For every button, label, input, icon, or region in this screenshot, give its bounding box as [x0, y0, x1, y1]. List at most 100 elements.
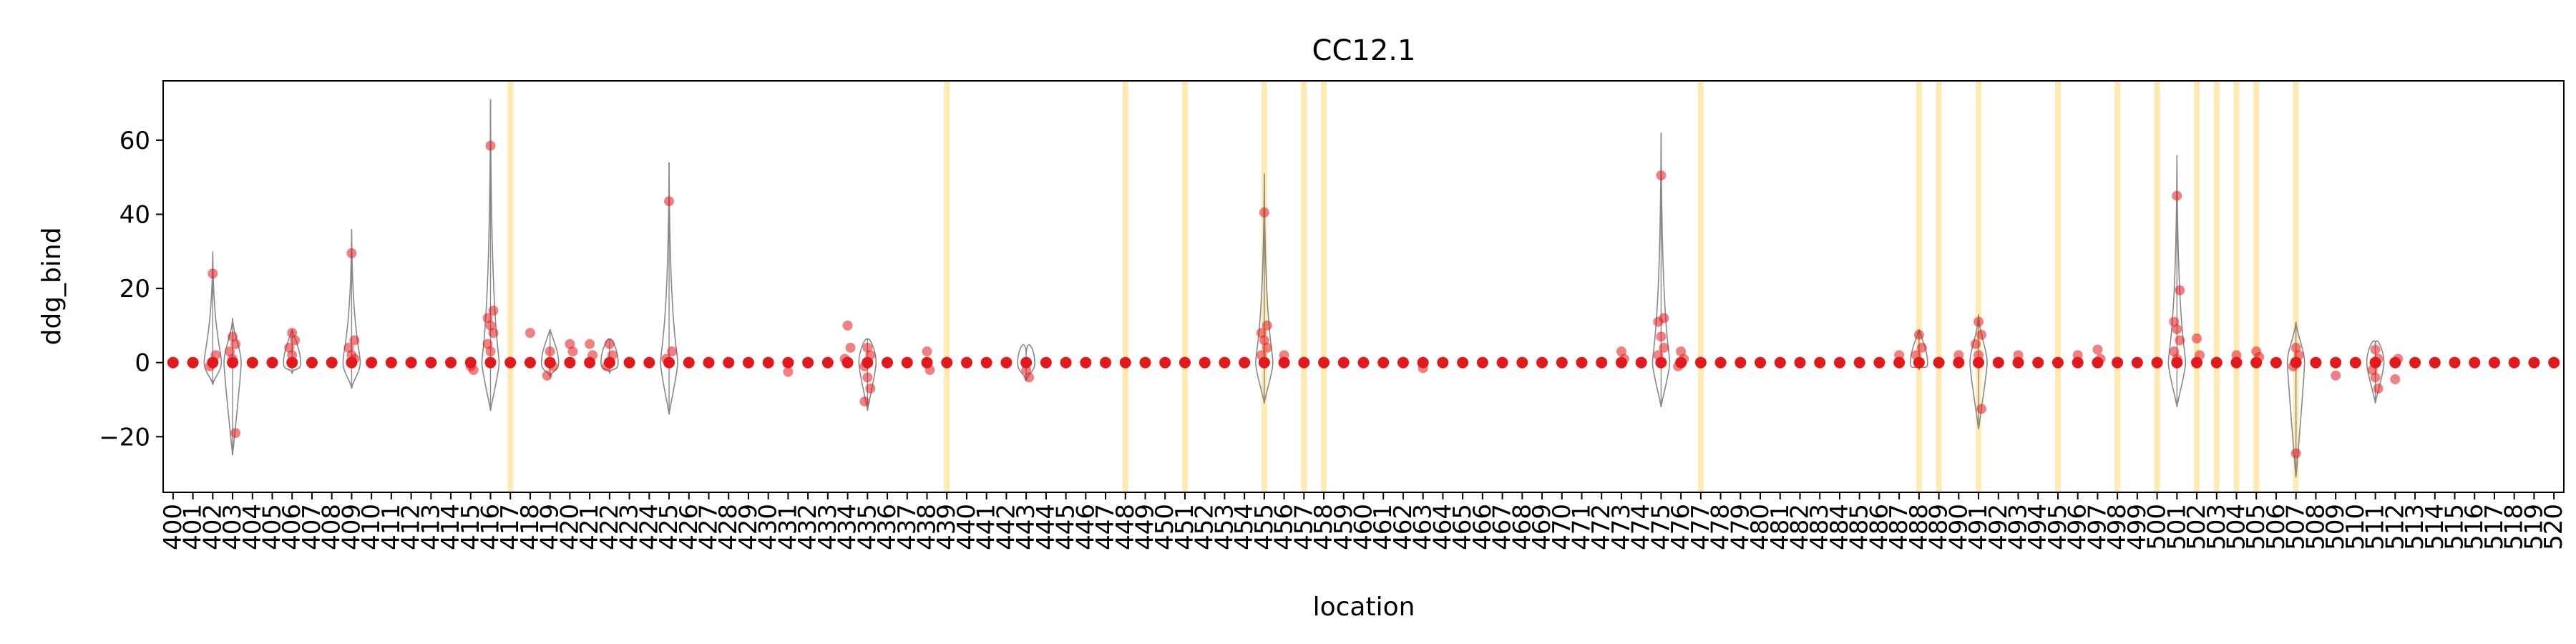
point-493 — [2012, 356, 2024, 369]
point-496 — [2072, 350, 2083, 361]
point-437 — [901, 356, 913, 369]
point-435 — [859, 396, 870, 407]
highlight-band-495 — [2054, 81, 2061, 492]
point-488 — [1913, 329, 1924, 340]
point-431 — [783, 366, 794, 377]
x-tick-label: 415 — [457, 504, 485, 550]
x-tick-label: 472 — [1587, 504, 1616, 550]
point-457 — [1298, 356, 1310, 369]
x-tick-label: 474 — [1627, 504, 1656, 550]
point-451 — [1179, 356, 1191, 369]
point-507 — [2290, 448, 2301, 459]
point-496 — [2072, 356, 2084, 369]
chart-title: CC12.1 — [1312, 34, 1416, 67]
point-428 — [723, 356, 735, 369]
point-471 — [1576, 356, 1588, 369]
x-tick-label: 411 — [377, 504, 406, 550]
point-490 — [1953, 350, 1964, 361]
point-463 — [1418, 363, 1428, 374]
x-tick-label: 434 — [834, 504, 862, 550]
point-473 — [1619, 353, 1629, 364]
point-401 — [187, 356, 199, 369]
x-tick-label: 497 — [2083, 504, 2112, 550]
point-434 — [839, 353, 850, 364]
x-tick-label: 498 — [2103, 504, 2132, 550]
point-455 — [1262, 342, 1272, 353]
point-420 — [564, 356, 576, 369]
x-tick-label: 446 — [1071, 504, 1100, 550]
x-tick-label: 475 — [1646, 504, 1675, 550]
x-tick-label: 408 — [318, 504, 346, 550]
point-424 — [643, 356, 655, 369]
point-492 — [1992, 356, 2004, 369]
point-491 — [1976, 404, 1987, 414]
point-454 — [1239, 356, 1251, 369]
violin-402 — [203, 251, 223, 385]
x-tick-label: 432 — [794, 504, 822, 550]
point-505 — [2254, 351, 2265, 362]
highlight-band-503 — [2213, 81, 2220, 492]
point-488 — [1911, 350, 1921, 361]
x-tick-label: 517 — [2480, 504, 2509, 550]
highlight-band-498 — [2114, 81, 2121, 492]
x-tick-label: 489 — [1925, 504, 1953, 550]
point-479 — [1735, 356, 1747, 369]
point-484 — [1833, 356, 1845, 369]
point-446 — [1080, 356, 1092, 369]
point-430 — [762, 356, 774, 369]
x-tick-label: 454 — [1230, 504, 1259, 550]
point-439 — [941, 356, 953, 369]
x-tick-label: 461 — [1369, 504, 1397, 550]
x-tick-label: 402 — [198, 504, 227, 550]
point-409 — [346, 248, 357, 258]
x-tick-label: 400 — [159, 504, 187, 550]
x-tick-label: 409 — [337, 504, 366, 550]
point-474 — [1635, 356, 1647, 369]
point-448 — [1119, 356, 1131, 369]
point-429 — [742, 356, 754, 369]
x-tick-label: 439 — [932, 504, 961, 550]
x-tick-label: 419 — [536, 504, 565, 550]
point-511 — [2373, 353, 2384, 364]
point-509 — [2330, 356, 2342, 369]
point-491 — [1974, 316, 1984, 327]
point-455 — [1259, 207, 1269, 218]
point-404 — [246, 356, 258, 369]
highlight-band-457 — [1301, 81, 1307, 492]
x-tick-label: 515 — [2441, 504, 2469, 550]
point-418 — [525, 328, 535, 338]
point-421 — [585, 338, 595, 349]
x-tick-label: 482 — [1786, 504, 1815, 550]
point-417 — [504, 356, 517, 369]
x-tick-label: 423 — [615, 504, 644, 550]
x-tick-label: 421 — [575, 504, 604, 550]
point-461 — [1377, 356, 1390, 369]
point-491 — [1973, 356, 1985, 369]
x-tick-label: 473 — [1607, 504, 1636, 550]
y-tick-label: −20 — [99, 423, 150, 452]
x-tick-label: 516 — [2460, 504, 2489, 550]
point-486 — [1873, 356, 1885, 369]
point-416 — [488, 306, 499, 316]
point-506 — [2270, 356, 2282, 369]
point-514 — [2429, 356, 2441, 369]
x-tick-label: 501 — [2162, 504, 2191, 550]
point-475 — [1653, 316, 1664, 327]
point-498 — [2112, 356, 2124, 369]
x-tick-label: 445 — [1052, 504, 1080, 550]
x-axis: 4004014024034044054064074084094104114124… — [159, 492, 2568, 550]
point-423 — [623, 356, 635, 369]
point-420 — [567, 346, 578, 357]
point-493 — [2013, 350, 2024, 361]
x-tick-label: 467 — [1488, 504, 1517, 550]
x-tick-label: 420 — [555, 504, 584, 550]
point-475 — [1656, 170, 1667, 181]
point-406 — [290, 335, 301, 346]
x-tick-label: 519 — [2519, 504, 2548, 550]
highlight-band-505 — [2253, 81, 2260, 492]
point-414 — [445, 356, 457, 369]
point-409 — [349, 353, 360, 364]
x-tick-label: 484 — [1825, 504, 1854, 550]
point-450 — [1159, 356, 1171, 369]
x-tick-label: 518 — [2500, 504, 2529, 550]
